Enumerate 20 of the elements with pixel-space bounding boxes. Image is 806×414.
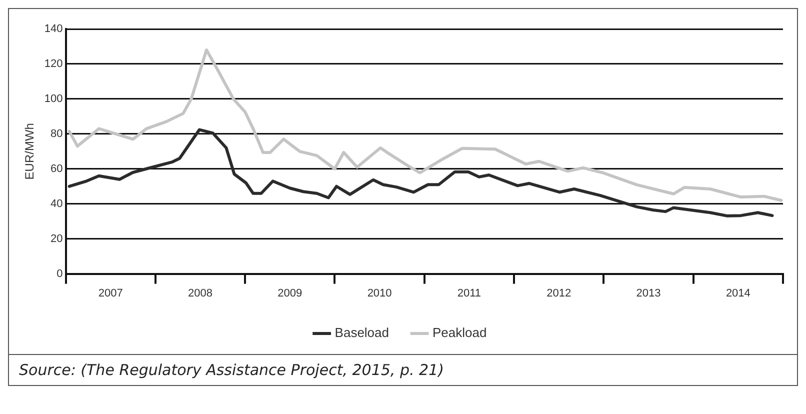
y-tick-label: 80	[50, 128, 63, 140]
x-tick-label: 2007	[98, 287, 123, 300]
y-tick-label: 120	[44, 58, 63, 70]
y-tick-label: 140	[44, 23, 63, 36]
x-tick-label: 2012	[546, 287, 572, 300]
source-note: Source: (The Regulatory Assistance Project, 2015, p. 21)	[9, 354, 797, 385]
x-tick-label: 2013	[636, 287, 661, 300]
y-tick-label: 40	[50, 198, 63, 210]
y-tick-label: 0	[56, 268, 63, 280]
y-axis-title: EUR/MWh	[22, 123, 37, 180]
x-tick-label: 2011	[457, 287, 482, 300]
x-tick-label: 2014	[726, 287, 750, 300]
y-tick-label: 100	[44, 92, 63, 105]
x-tick-label: 2010	[367, 287, 392, 300]
y-tick-label: 20	[50, 232, 63, 245]
legend-label: Baseload	[334, 325, 390, 340]
x-tick-label: 2008	[188, 287, 212, 300]
legend-label: Peakload	[432, 325, 487, 340]
x-tick-label: 2009	[278, 287, 302, 300]
y-tick-label: 60	[50, 162, 63, 175]
